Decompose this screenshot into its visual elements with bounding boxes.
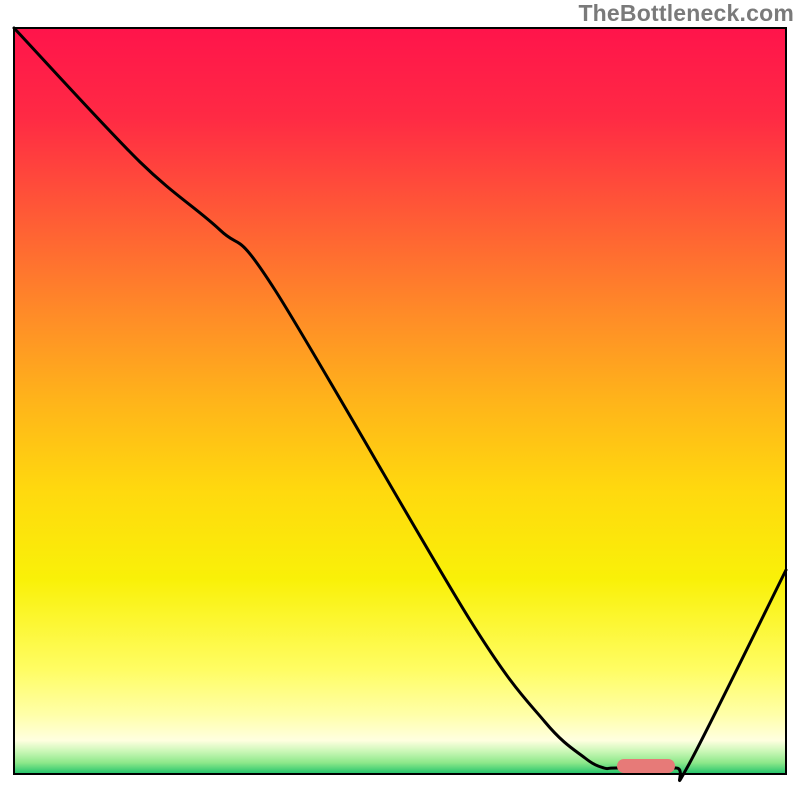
chart-container: TheBottleneck.com: [0, 0, 800, 800]
watermark-text: TheBottleneck.com: [578, 0, 794, 27]
bottleneck-curve-chart: [0, 0, 800, 800]
optimal-marker: [617, 759, 675, 773]
chart-background: [14, 28, 786, 774]
